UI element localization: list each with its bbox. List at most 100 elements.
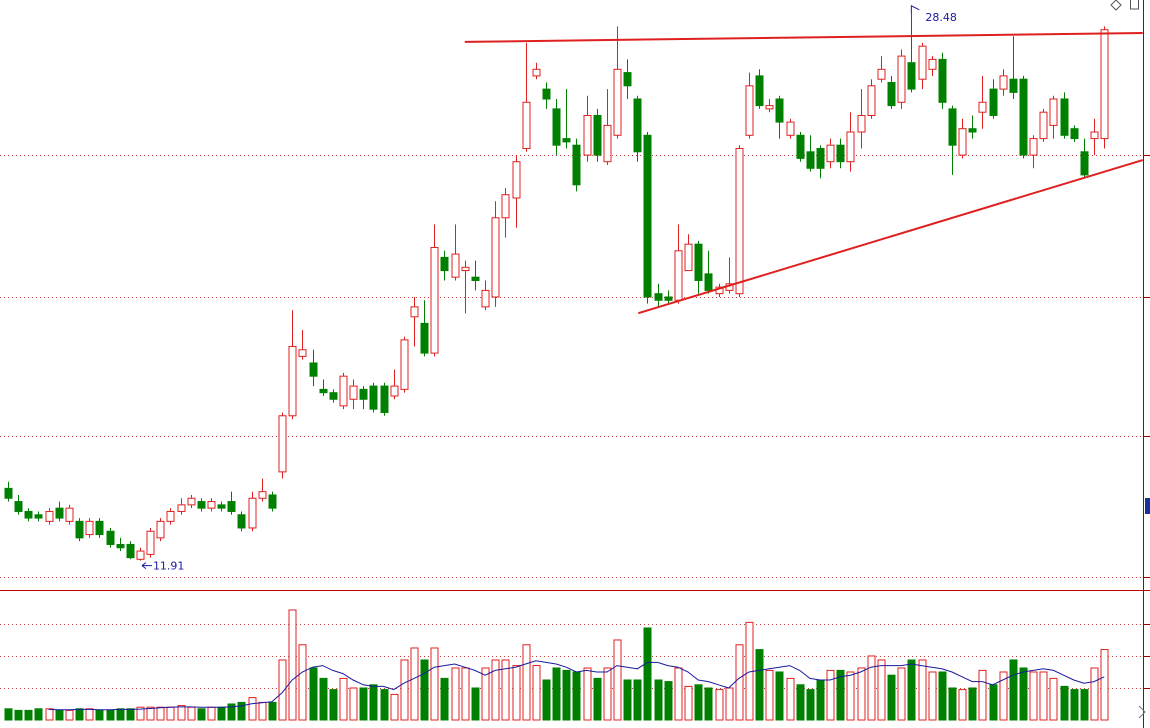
candle-body <box>1090 131 1099 140</box>
candle-body <box>75 520 84 539</box>
candle-body <box>55 507 64 519</box>
volume-bar <box>339 677 348 721</box>
candle-body <box>1039 111 1048 140</box>
volume-bar <box>978 669 987 721</box>
volume-bar <box>420 659 429 721</box>
candle-body <box>1049 98 1058 126</box>
candle-body <box>826 144 835 163</box>
trend-line <box>464 31 1143 43</box>
candle-body <box>298 349 307 357</box>
candle-body <box>65 507 74 522</box>
volume-bar <box>826 669 835 721</box>
candle-body <box>877 68 886 80</box>
candle-body <box>745 85 754 136</box>
candle-body <box>633 98 642 153</box>
annotation-pointer <box>141 562 152 570</box>
candle-body <box>562 138 571 143</box>
candle-body <box>4 487 13 499</box>
scroll-icon[interactable] <box>1138 705 1146 719</box>
candle-body <box>369 385 378 410</box>
candle-body <box>390 385 399 397</box>
volume-bar <box>1070 689 1079 721</box>
candle-body <box>755 75 764 107</box>
volume-bar <box>958 689 967 721</box>
candle-body <box>24 510 33 519</box>
volume-bar <box>237 701 246 721</box>
volume-bar <box>106 709 115 721</box>
volume-bar <box>674 667 683 721</box>
trend-line <box>638 159 1144 315</box>
candle-body <box>816 147 825 169</box>
candle-body <box>268 494 277 509</box>
volume-bar <box>146 706 155 721</box>
volume-bar <box>65 709 74 721</box>
candle-body <box>258 491 267 499</box>
volume-bar <box>938 671 947 721</box>
volume-bar <box>359 687 368 721</box>
toolbar-icon[interactable] <box>1130 0 1139 10</box>
candle-body <box>1080 151 1089 176</box>
candle-body <box>999 75 1008 90</box>
volume-bar <box>85 708 94 721</box>
volume-bar <box>928 671 937 721</box>
volume-bar <box>897 667 906 721</box>
candle-body <box>146 530 155 555</box>
candle-body <box>14 501 23 512</box>
candle-body <box>197 501 206 509</box>
candle-body <box>288 345 297 417</box>
candle-body <box>684 243 693 272</box>
volume-bar <box>471 687 480 721</box>
candle-body <box>603 124 612 163</box>
candle-body <box>85 520 94 536</box>
candle-body <box>420 322 429 354</box>
candle-body <box>552 108 561 146</box>
volume-bar <box>552 667 561 721</box>
candle-body <box>989 88 998 116</box>
volume-bar <box>319 677 328 721</box>
candle-body <box>704 273 713 291</box>
volume-bar <box>501 659 510 721</box>
volume-bar <box>430 647 439 721</box>
candle-body <box>207 501 216 509</box>
candle-body <box>45 510 54 522</box>
annotation-label: 28.48 <box>925 11 957 24</box>
candle-body <box>948 108 957 146</box>
candle-body <box>339 375 348 407</box>
candle-body <box>735 147 744 295</box>
volume-bar <box>542 679 551 721</box>
volume-bar <box>654 679 663 721</box>
volume-bar <box>877 659 886 721</box>
volume-bar <box>1060 685 1069 721</box>
volume-bar <box>207 706 216 721</box>
volume-bar <box>796 684 805 721</box>
toolbar-icon[interactable] <box>1110 0 1122 11</box>
volume-bar <box>1039 671 1048 721</box>
candle-body <box>765 105 774 110</box>
volume-bar <box>786 677 795 721</box>
volume-bar <box>562 669 571 721</box>
volume-bar <box>126 708 135 721</box>
volume-bar <box>75 708 84 721</box>
candle-body <box>166 510 175 522</box>
candle-body <box>248 497 257 529</box>
volume-bar <box>481 667 490 721</box>
candle-body <box>217 504 226 509</box>
volume-bar <box>725 687 734 721</box>
candle-body <box>116 543 125 549</box>
candle-body <box>857 114 866 133</box>
volume-bar <box>156 706 165 721</box>
volume-bar <box>907 659 916 721</box>
candle-body <box>593 114 602 156</box>
volume-bar <box>278 659 287 721</box>
candle-body <box>928 58 937 70</box>
price-marker <box>1145 498 1150 514</box>
candle-body <box>380 385 389 413</box>
candle-body <box>1009 78 1018 93</box>
candle-body <box>126 543 135 559</box>
candle-body <box>968 128 977 133</box>
candle-body <box>664 296 673 301</box>
volume-bar <box>664 681 673 721</box>
candle-body <box>806 151 815 169</box>
